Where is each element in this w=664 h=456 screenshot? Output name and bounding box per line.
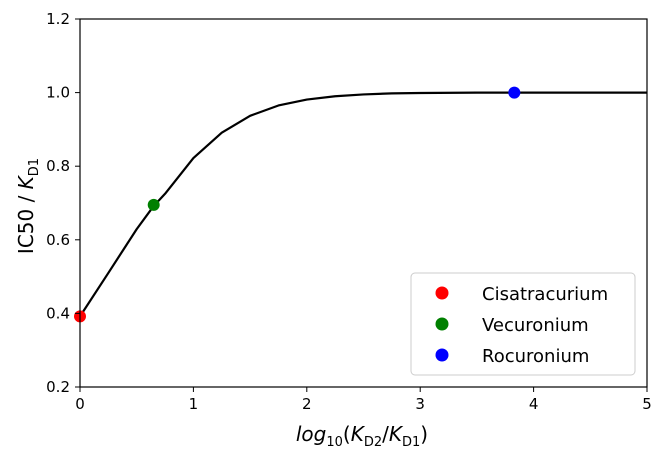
x-tick-label: 3	[415, 395, 425, 413]
plot-area: 0 1 2 3 4 5 0.2 0.4 0.6 0.8 1.0 1.2 Cisatracurium Vec…	[46, 10, 652, 413]
legend-box	[410, 272, 636, 376]
plot-frame	[79, 18, 648, 388]
x-tick-label: 5	[642, 395, 652, 413]
legend-label-cisatracurium: Cisatracurium	[482, 284, 608, 305]
data-point-vecuronium	[147, 198, 160, 211]
x-axis-label: log10(KD2/KD1)	[296, 422, 428, 450]
y-tick-label: 0.8	[46, 157, 70, 175]
x-tick-label: 1	[189, 395, 199, 413]
legend: Cisatracurium Vecuronium Rocuronium	[410, 272, 636, 376]
legend-label-vecuronium: Vecuronium	[482, 315, 589, 336]
y-tick-label: 1.2	[46, 10, 70, 28]
x-tick-label: 2	[302, 395, 312, 413]
legend-marker-vecuronium	[435, 317, 449, 331]
y-tick-label: 0.2	[46, 378, 70, 396]
legend-marker-rocuronium	[435, 348, 449, 362]
data-point-rocuronium	[508, 86, 521, 99]
y-tick-label: 1.0	[46, 84, 70, 102]
x-tick-label: 0	[75, 395, 85, 413]
y-tick-label: 0.4	[46, 304, 70, 322]
legend-marker-cisatracurium	[435, 286, 449, 300]
legend-label-rocuronium: Rocuronium	[482, 346, 589, 367]
y-axis-label: IC50 / KD1	[14, 158, 42, 254]
y-tick-label: 0.6	[46, 231, 70, 249]
x-tick-label: 4	[529, 395, 539, 413]
